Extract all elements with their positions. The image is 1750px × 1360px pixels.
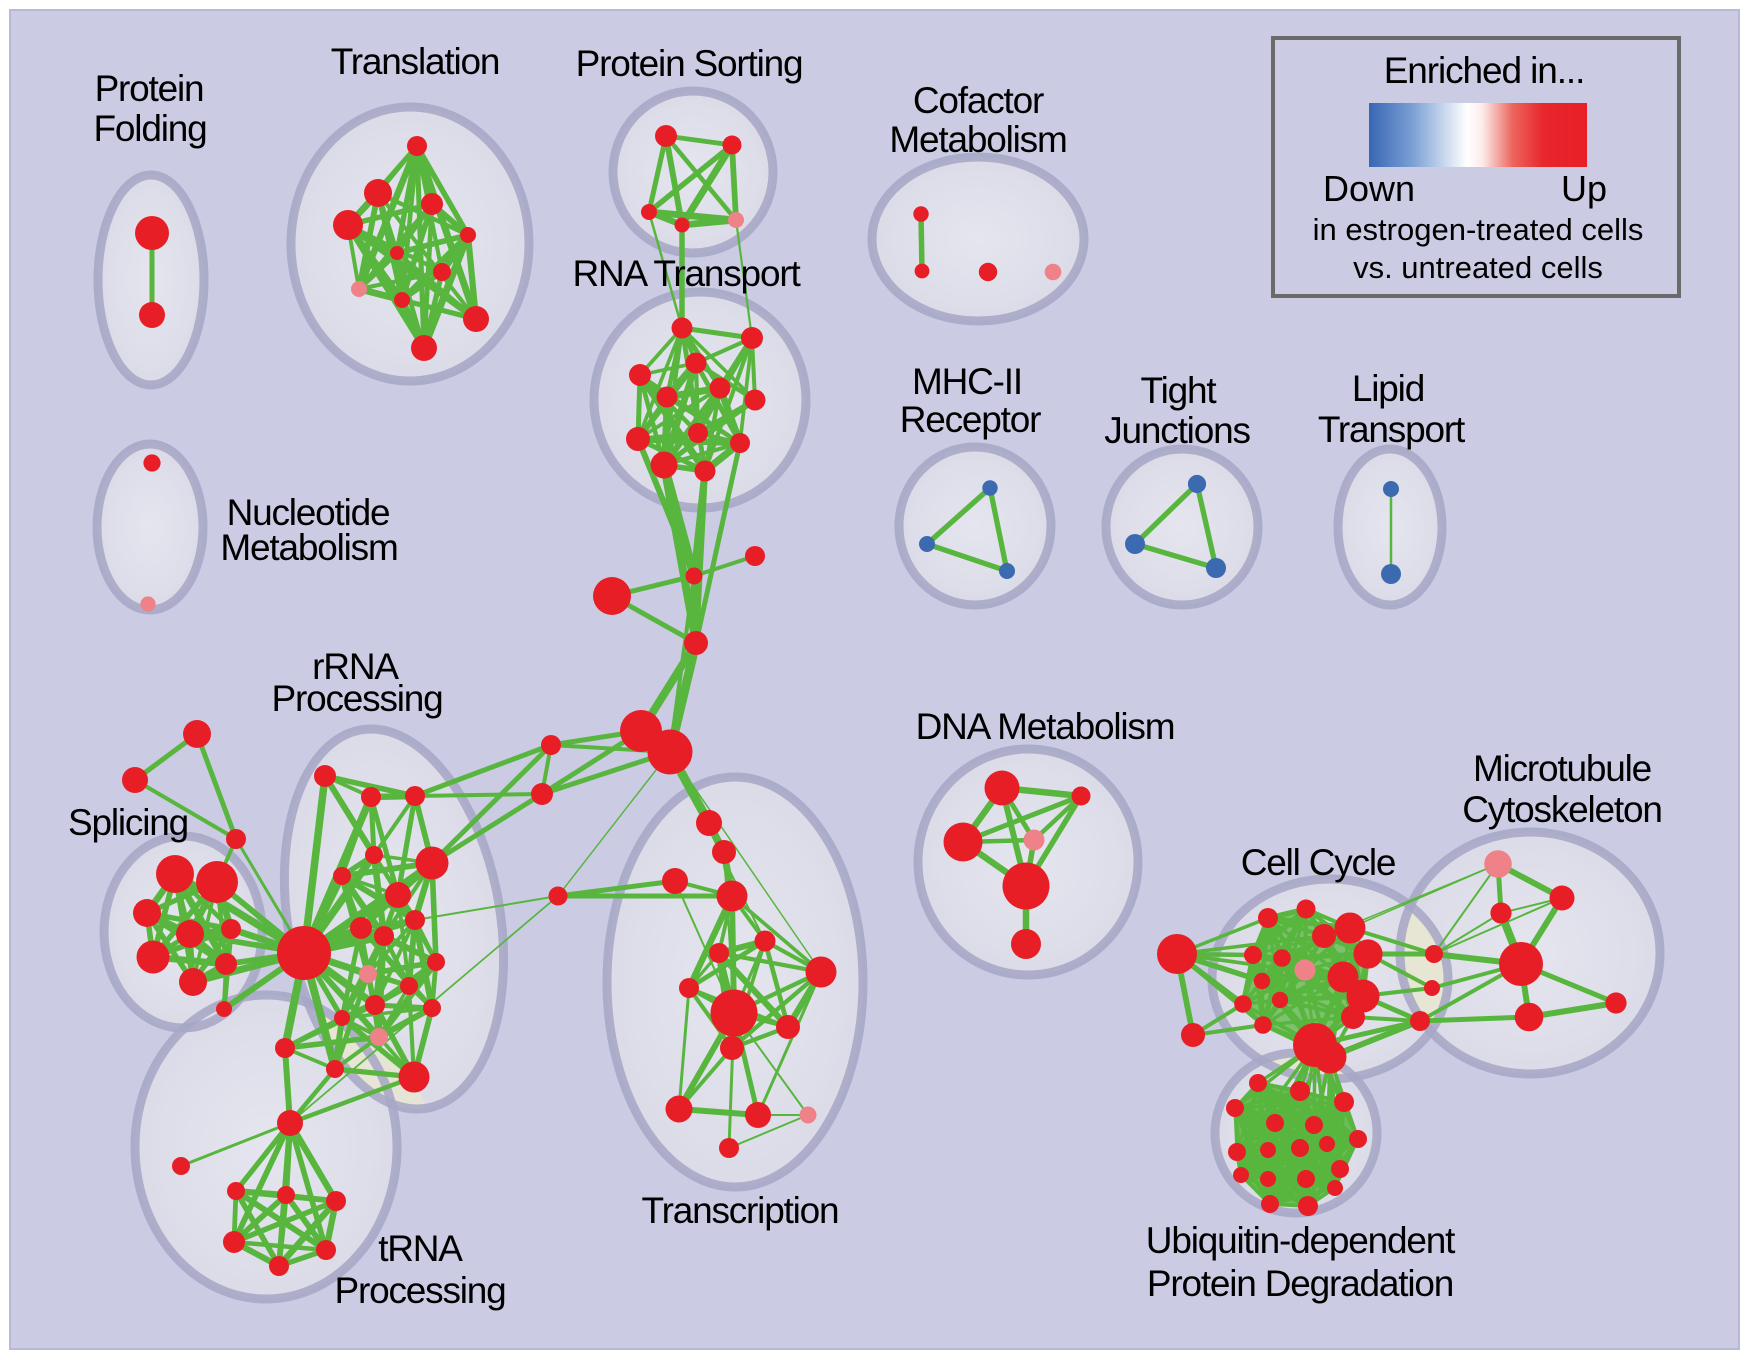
svg-text:Junctions: Junctions xyxy=(1104,410,1250,451)
svg-text:Protein Degradation: Protein Degradation xyxy=(1147,1263,1453,1304)
svg-text:Tight: Tight xyxy=(1141,370,1218,411)
svg-text:Translation: Translation xyxy=(331,41,499,82)
svg-text:Protein Sorting: Protein Sorting xyxy=(576,43,803,84)
svg-text:Protein: Protein xyxy=(95,68,204,109)
svg-text:Processing: Processing xyxy=(334,1270,505,1311)
svg-text:Splicing: Splicing xyxy=(68,802,188,843)
svg-text:RNA Transport: RNA Transport xyxy=(572,253,801,294)
svg-text:Cofactor: Cofactor xyxy=(913,80,1044,121)
svg-text:Transcription: Transcription xyxy=(642,1190,839,1231)
svg-text:Down: Down xyxy=(1323,168,1415,209)
svg-text:DNA Metabolism: DNA Metabolism xyxy=(916,706,1175,747)
svg-text:Transport: Transport xyxy=(1318,409,1466,450)
svg-text:Enriched in...: Enriched in... xyxy=(1384,50,1585,91)
svg-text:Ubiquitin-dependent: Ubiquitin-dependent xyxy=(1146,1220,1456,1261)
svg-text:rRNA: rRNA xyxy=(312,646,399,687)
svg-text:vs. untreated cells: vs. untreated cells xyxy=(1353,250,1603,285)
svg-text:Cell Cycle: Cell Cycle xyxy=(1241,842,1396,883)
svg-text:Lipid: Lipid xyxy=(1352,368,1424,409)
svg-text:Metabolism: Metabolism xyxy=(220,527,397,568)
svg-text:tRNA: tRNA xyxy=(378,1228,463,1269)
svg-text:Cytoskeleton: Cytoskeleton xyxy=(1462,789,1662,830)
svg-text:Metabolism: Metabolism xyxy=(889,119,1066,160)
svg-text:Nucleotide: Nucleotide xyxy=(227,492,390,533)
svg-text:in estrogen-treated cells: in estrogen-treated cells xyxy=(1313,212,1644,247)
svg-text:Folding: Folding xyxy=(94,108,207,149)
svg-text:Receptor: Receptor xyxy=(900,399,1041,440)
svg-text:Up: Up xyxy=(1561,168,1607,209)
svg-text:Processing: Processing xyxy=(271,678,442,719)
svg-text:MHC-II: MHC-II xyxy=(912,361,1022,402)
svg-text:Microtubule: Microtubule xyxy=(1473,748,1651,789)
